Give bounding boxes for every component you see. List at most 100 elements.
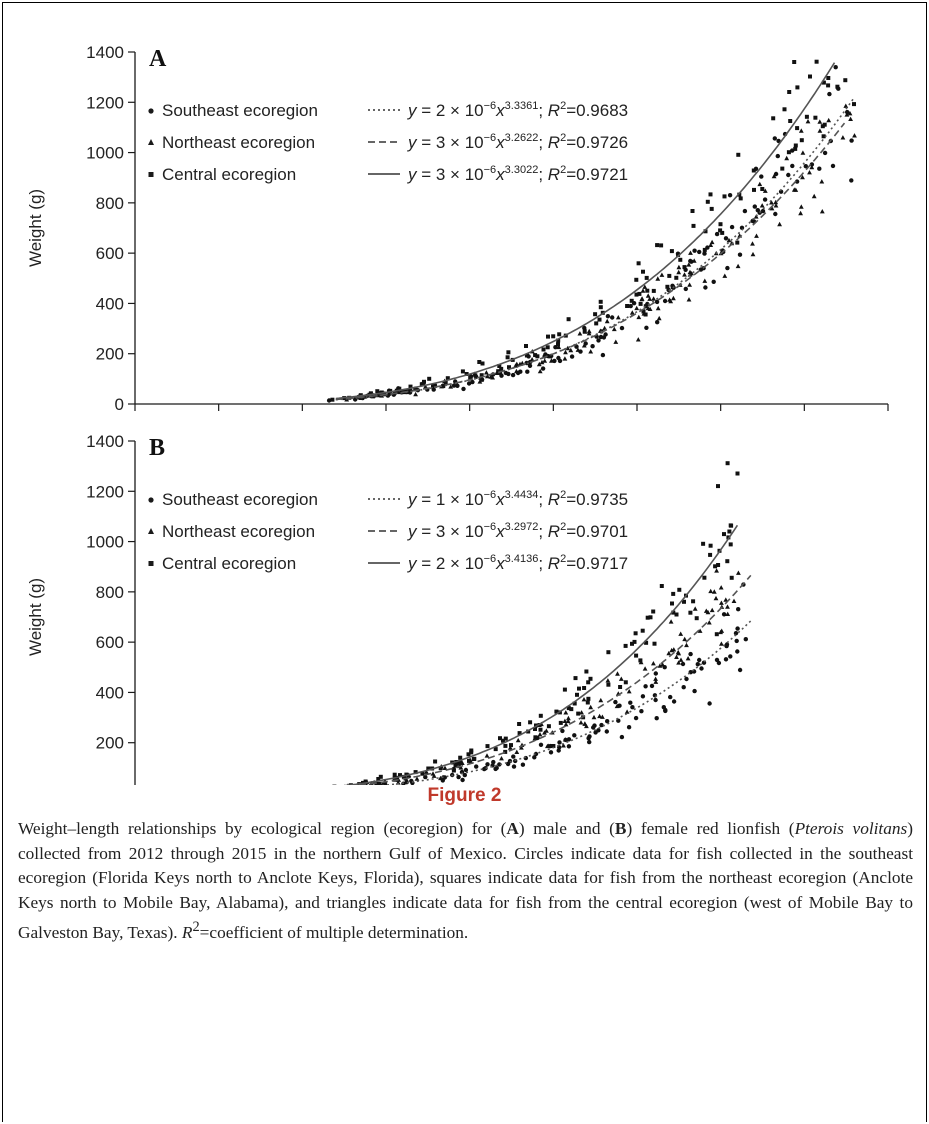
data-point-square <box>378 774 383 779</box>
data-point-triangle <box>667 297 672 302</box>
data-points <box>332 461 748 785</box>
data-point-triangle <box>711 589 717 594</box>
data-point-circle <box>532 755 537 760</box>
data-point-circle <box>560 728 565 734</box>
data-point-circle <box>697 657 702 663</box>
equation-separator: ; <box>538 101 547 120</box>
data-point-triangle <box>624 709 630 714</box>
data-point-triangle <box>705 609 711 615</box>
data-point-triangle <box>423 384 428 389</box>
legend-equation: y = 2 × 10−6x3.3361; R2=0.9683 <box>407 100 628 120</box>
data-point-triangle <box>613 339 619 344</box>
legend-equation: y = 3 × 10−6x3.3022; R2=0.9721 <box>407 164 628 184</box>
data-point-triangle <box>647 296 653 301</box>
data-point-square <box>477 360 482 364</box>
equation-power: −6 <box>484 553 497 565</box>
data-point-circle <box>649 683 655 689</box>
data-point-circle <box>462 772 467 778</box>
y-tick-label: 200 <box>96 345 124 364</box>
data-point-triangle <box>709 607 715 613</box>
equation-x: x <box>495 490 505 509</box>
data-point-square <box>404 772 409 777</box>
data-point-circle <box>734 638 739 644</box>
data-point-circle <box>760 208 766 214</box>
data-point-circle <box>538 742 544 747</box>
data-point-triangle <box>584 723 589 729</box>
data-point-circle <box>548 750 554 755</box>
data-point-triangle <box>784 155 790 161</box>
data-point-circle <box>728 654 733 659</box>
data-point-circle <box>326 398 332 403</box>
fit-line-solid <box>344 524 739 785</box>
data-point-square <box>573 676 578 681</box>
legend-marker-square <box>148 172 154 177</box>
data-point-triangle <box>671 295 676 301</box>
data-point-square <box>691 599 696 604</box>
legend-equation: y = 1 × 10−6x3.4434; R2=0.9735 <box>407 489 628 509</box>
data-point-square <box>705 199 710 204</box>
data-point-square <box>688 610 693 615</box>
data-point-square <box>546 724 551 729</box>
equation-r-superscript: 2 <box>560 164 566 176</box>
equation-x: x <box>495 165 505 184</box>
data-point-square <box>634 292 639 297</box>
equation-x: x <box>495 101 505 120</box>
data-point-square <box>498 736 502 741</box>
data-point-triangle <box>817 119 823 124</box>
data-point-circle <box>582 325 587 331</box>
data-point-circle <box>724 642 730 647</box>
data-point-circle <box>773 171 779 177</box>
y-tick-label: 600 <box>96 633 124 652</box>
data-point-circle <box>600 352 606 358</box>
data-point-square <box>813 115 818 120</box>
data-point-triangle <box>586 328 592 334</box>
data-point-triangle <box>676 269 682 275</box>
legend: Southeast ecoregion y = 2 × 10−6x3.3361; … <box>148 100 628 184</box>
data-point-triangle <box>618 676 624 681</box>
data-point-triangle <box>578 720 584 725</box>
data-point-square <box>398 773 402 778</box>
data-point-square <box>752 187 756 192</box>
data-point-square <box>427 376 432 381</box>
data-point-triangle <box>655 305 661 311</box>
data-point-square <box>771 116 776 121</box>
data-point-triangle <box>809 164 815 170</box>
data-point-triangle <box>588 704 594 710</box>
data-point-circle <box>633 715 639 721</box>
data-point-triangle <box>659 272 665 277</box>
data-point-square <box>472 756 477 761</box>
data-point-circle <box>773 211 778 217</box>
data-point-square <box>524 353 529 358</box>
data-point-triangle <box>639 296 645 301</box>
data-point-triangle <box>615 671 620 676</box>
data-point-square <box>445 376 450 381</box>
data-point-circle <box>683 286 688 292</box>
data-point-triangle <box>800 150 806 155</box>
data-point-square <box>671 610 676 615</box>
data-point-triangle <box>561 743 566 748</box>
data-point-square <box>738 196 743 201</box>
legend-label: Northeast ecoregion <box>162 133 315 152</box>
caption-text-5: =coefficient of multiple determination. <box>199 923 469 943</box>
data-point-square <box>451 768 456 773</box>
data-point-triangle <box>563 722 569 727</box>
data-point-square <box>503 743 508 748</box>
data-point-triangle <box>485 373 490 379</box>
data-point-square <box>538 727 543 732</box>
data-point-triangle <box>642 666 648 671</box>
data-point-circle <box>640 694 646 699</box>
data-point-circle <box>574 344 579 349</box>
data-point-circle <box>697 249 702 255</box>
data-point-triangle <box>513 363 518 368</box>
equation-r: R <box>548 165 560 184</box>
data-point-triangle <box>431 773 437 778</box>
data-point-triangle <box>757 181 763 187</box>
caption-r-superscript: 2 <box>192 919 200 936</box>
data-point-square <box>643 304 648 309</box>
data-point-square <box>760 187 765 191</box>
data-point-square <box>703 229 708 234</box>
data-point-circle <box>692 688 697 694</box>
data-point-circle <box>849 178 854 183</box>
data-point-circle <box>540 366 546 371</box>
equation-r: R <box>548 554 560 573</box>
